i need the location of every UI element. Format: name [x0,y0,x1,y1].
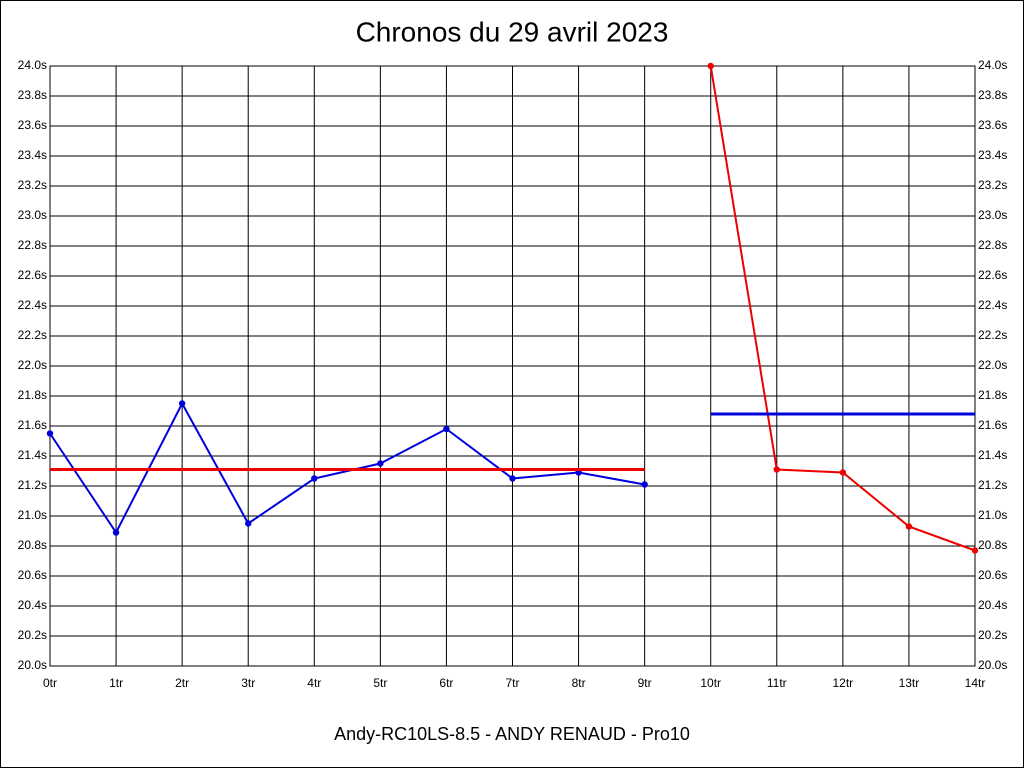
y2-tick-label: 22.6s [978,268,1007,282]
y-tick-label: 20.0s [18,658,47,672]
y2-tick-label: 21.4s [978,448,1007,462]
y2-tick-label: 20.0s [978,658,1007,672]
y-tick-label: 23.4s [18,148,47,162]
y-tick-label: 23.2s [18,178,47,192]
y2-tick-label: 23.6s [978,118,1007,132]
x-tick-label: 10tr [700,676,721,690]
y2-tick-label: 23.0s [978,208,1007,222]
point [245,520,252,527]
point [905,523,913,530]
x-tick-label: 7tr [505,676,519,690]
y-tick-label: 24.0s [18,58,47,72]
y-tick-label: 21.4s [18,448,47,462]
y-tick-label: 20.2s [18,628,47,642]
y-tick-label: 20.6s [18,568,47,582]
y2-tick-label: 23.4s [978,148,1007,162]
x-tick-label: 2tr [175,676,189,690]
y-tick-label: 22.0s [18,358,47,372]
x-axis-label: Andy-RC10LS-8.5 - ANDY RENAUD - Pro10 [334,724,690,744]
y2-tick-label: 20.8s [978,538,1007,552]
y2-tick-label: 20.2s [978,628,1007,642]
point [971,547,979,554]
point [311,475,318,482]
point [509,475,516,482]
y-tick-label: 22.4s [18,298,47,312]
x-tick-label: 6tr [439,676,453,690]
x-tick-label: 9tr [638,676,652,690]
y2-tick-label: 22.8s [978,238,1007,252]
y2-tick-label: 21.2s [978,478,1007,492]
x-tick-label: 5tr [373,676,387,690]
y2-tick-label: 20.4s [978,598,1007,612]
point [839,469,847,476]
y-tick-label: 23.0s [18,208,47,222]
y2-tick-label: 21.6s [978,418,1007,432]
x-tick-label: 12tr [833,676,854,690]
y-tick-label: 20.8s [18,538,47,552]
x-tick-label: 0tr [43,676,57,690]
y-tick-label: 22.8s [18,238,47,252]
x-tick-label: 4tr [307,676,321,690]
y-tick-label: 23.8s [18,88,47,102]
y-tick-label: 22.2s [18,328,47,342]
point [773,466,780,473]
y2-tick-label: 21.8s [978,388,1007,402]
y-tick-label: 22.6s [18,268,47,282]
y-tick-label: 23.6s [18,118,47,132]
chart-title: Chronos du 29 avril 2023 [356,16,669,47]
y-tick-label: 21.2s [18,478,47,492]
y-tick-label: 20.4s [18,598,47,612]
point [377,460,384,467]
x-tick-label: 3tr [241,676,255,690]
point [112,529,120,536]
y2-tick-label: 22.2s [978,328,1007,342]
y-tick-label: 21.6s [18,418,47,432]
y2-tick-label: 24.0s [978,58,1007,72]
y-tick-label: 21.8s [18,388,47,402]
point [443,425,450,433]
y2-tick-label: 21.0s [978,508,1007,522]
point [46,430,54,437]
x-tick-label: 1tr [109,676,123,690]
point [641,481,648,488]
y2-tick-label: 22.4s [978,298,1007,312]
point [178,400,186,407]
y2-tick-label: 23.8s [978,88,1007,102]
y2-tick-label: 22.0s [978,358,1007,372]
x-tick-label: 8tr [572,676,586,690]
point [707,62,714,70]
x-tick-label: 11tr [767,676,787,690]
y-tick-label: 21.0s [18,508,47,522]
x-tick-label: 13tr [899,676,920,690]
y2-tick-label: 20.6s [978,568,1007,582]
x-tick-label: 14tr [965,676,986,690]
y2-tick-label: 23.2s [978,178,1007,192]
